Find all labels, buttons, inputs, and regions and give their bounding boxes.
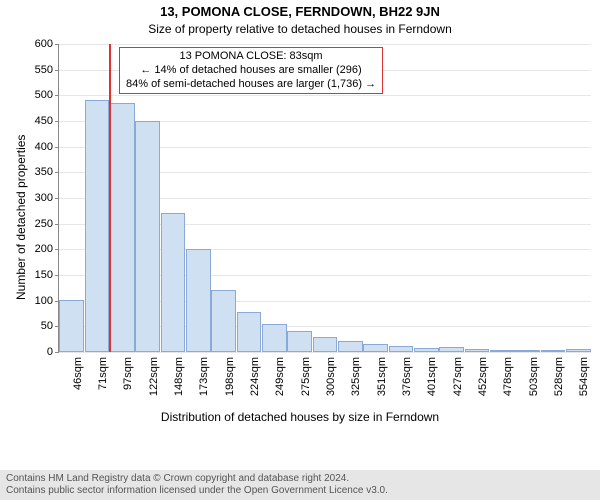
xtick-label: 173sqm bbox=[198, 357, 210, 396]
xtick-label: 71sqm bbox=[97, 357, 109, 390]
plot-area: 05010015020025030035040045050055060046sq… bbox=[58, 44, 591, 353]
histogram-bar bbox=[135, 121, 160, 352]
ytick-label: 300 bbox=[35, 192, 59, 204]
histogram-bar bbox=[211, 290, 236, 352]
histogram-bar bbox=[287, 331, 312, 352]
ytick-label: 50 bbox=[41, 320, 59, 332]
chart-title-address: 13, POMONA CLOSE, FERNDOWN, BH22 9JN bbox=[0, 4, 600, 19]
histogram-bar bbox=[262, 324, 287, 352]
ytick-label: 100 bbox=[35, 295, 59, 307]
xtick-label: 249sqm bbox=[274, 357, 286, 396]
ytick-label: 150 bbox=[35, 269, 59, 281]
xtick-label: 478sqm bbox=[502, 357, 514, 396]
histogram-bar bbox=[161, 213, 186, 352]
histogram-bar bbox=[541, 350, 566, 352]
xtick-label: 122sqm bbox=[148, 357, 160, 396]
ytick-label: 400 bbox=[35, 141, 59, 153]
callout-line-2: ← 14% of detached houses are smaller (29… bbox=[126, 64, 376, 78]
callout-line-1: 13 POMONA CLOSE: 83sqm bbox=[126, 50, 376, 64]
grid-line bbox=[59, 44, 591, 45]
histogram-bar bbox=[85, 100, 110, 352]
chart-container: 13, POMONA CLOSE, FERNDOWN, BH22 9JN Siz… bbox=[0, 0, 600, 470]
footer-line-2: Contains public sector information licen… bbox=[6, 485, 594, 497]
xtick-label: 427sqm bbox=[452, 357, 464, 396]
xtick-label: 97sqm bbox=[122, 357, 134, 390]
grid-line bbox=[59, 352, 591, 353]
histogram-bar bbox=[515, 350, 540, 352]
xtick-label: 46sqm bbox=[72, 357, 84, 390]
ytick-label: 600 bbox=[35, 38, 59, 50]
marker-line bbox=[109, 44, 111, 352]
y-axis-label: Number of detached properties bbox=[14, 135, 28, 300]
xtick-label: 376sqm bbox=[401, 357, 413, 396]
grid-line bbox=[59, 95, 591, 96]
xtick-label: 325sqm bbox=[350, 357, 362, 396]
xtick-label: 300sqm bbox=[325, 357, 337, 396]
histogram-bar bbox=[566, 349, 591, 352]
callout-line-3: 84% of semi-detached houses are larger (… bbox=[126, 78, 376, 92]
x-axis-label: Distribution of detached houses by size … bbox=[0, 410, 600, 424]
histogram-bar bbox=[490, 350, 515, 352]
ytick-label: 250 bbox=[35, 218, 59, 230]
attribution-footer: Contains HM Land Registry data © Crown c… bbox=[0, 470, 600, 500]
histogram-bar bbox=[186, 249, 211, 352]
xtick-label: 198sqm bbox=[224, 357, 236, 396]
histogram-bar bbox=[110, 103, 135, 352]
histogram-bar bbox=[389, 346, 414, 352]
histogram-bar bbox=[439, 347, 464, 352]
xtick-label: 275sqm bbox=[300, 357, 312, 396]
histogram-bar bbox=[363, 344, 388, 352]
chart-title-desc: Size of property relative to detached ho… bbox=[0, 22, 600, 36]
histogram-bar bbox=[313, 337, 338, 352]
ytick-label: 0 bbox=[47, 346, 59, 358]
ytick-label: 200 bbox=[35, 243, 59, 255]
xtick-label: 452sqm bbox=[477, 357, 489, 396]
xtick-label: 148sqm bbox=[173, 357, 185, 396]
ytick-label: 550 bbox=[35, 64, 59, 76]
xtick-label: 554sqm bbox=[578, 357, 590, 396]
xtick-label: 224sqm bbox=[249, 357, 261, 396]
xtick-label: 503sqm bbox=[528, 357, 540, 396]
xtick-label: 401sqm bbox=[426, 357, 438, 396]
histogram-bar bbox=[59, 300, 84, 352]
histogram-bar bbox=[414, 348, 439, 352]
xtick-label: 528sqm bbox=[553, 357, 565, 396]
histogram-bar bbox=[338, 341, 363, 352]
ytick-label: 350 bbox=[35, 166, 59, 178]
histogram-bar bbox=[465, 349, 490, 352]
xtick-label: 351sqm bbox=[376, 357, 388, 396]
ytick-label: 450 bbox=[35, 115, 59, 127]
callout-box: 13 POMONA CLOSE: 83sqm← 14% of detached … bbox=[119, 47, 383, 94]
ytick-label: 500 bbox=[35, 89, 59, 101]
footer-line-1: Contains HM Land Registry data © Crown c… bbox=[6, 473, 594, 485]
histogram-bar bbox=[237, 312, 262, 352]
